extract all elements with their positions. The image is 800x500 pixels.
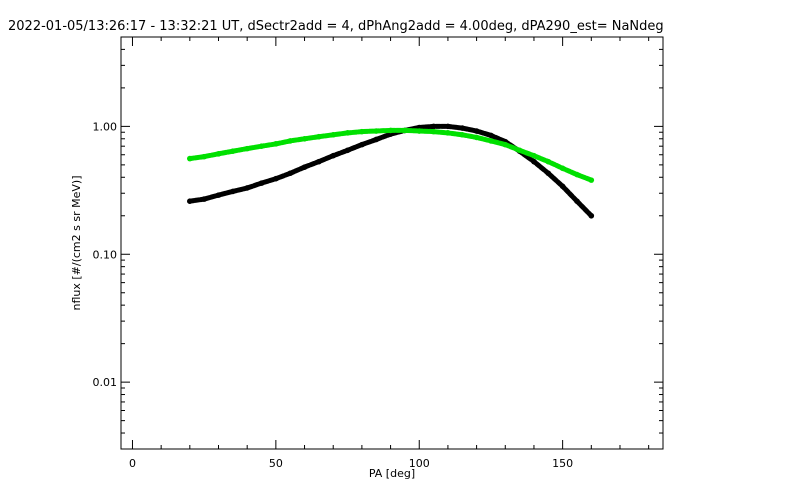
- data-point: [258, 180, 265, 186]
- data-point: [574, 171, 580, 178]
- data-point: [316, 133, 322, 140]
- x-axis-label: PA [deg]: [369, 467, 415, 480]
- data-point: [445, 130, 451, 136]
- data-point: [488, 132, 494, 139]
- y-tick-label: 1.00: [93, 120, 118, 133]
- data-series: [187, 123, 595, 219]
- data-point: [301, 164, 308, 170]
- data-point: [344, 147, 351, 154]
- data-point: [359, 141, 365, 148]
- data-point: [545, 170, 552, 177]
- data-point: [545, 158, 552, 165]
- data-point: [316, 158, 322, 165]
- data-point: [387, 127, 394, 134]
- data-point: [516, 147, 523, 154]
- data-point: [559, 183, 566, 190]
- axis-ticks: 0 50 100 150 0.01 0.10 1.00: [93, 36, 663, 470]
- data-point: [244, 145, 250, 152]
- data-point: [359, 128, 365, 135]
- data-point: [187, 198, 193, 204]
- data-point: [230, 148, 236, 154]
- data-point: [373, 136, 380, 143]
- data-point: [416, 128, 423, 134]
- plot-frame: [120, 36, 664, 450]
- data-point: [473, 134, 480, 141]
- data-point: [373, 128, 380, 134]
- data-point: [588, 212, 595, 219]
- x-tick-label: 100: [409, 457, 430, 470]
- x-tick-label: 0: [129, 457, 136, 470]
- y-tick-label: 0.01: [93, 376, 118, 389]
- data-point: [330, 152, 337, 159]
- data-point: [402, 127, 408, 134]
- data-point: [301, 135, 308, 142]
- data-point: [574, 198, 580, 204]
- x-tick-label: 50: [269, 457, 283, 470]
- data-point: [201, 196, 207, 202]
- data-point: [588, 177, 595, 183]
- data-point: [273, 141, 279, 147]
- y-tick-label: 0.10: [93, 248, 118, 261]
- data-point: [430, 128, 437, 135]
- x-tick-label: 150: [552, 457, 573, 470]
- data-point: [459, 131, 466, 138]
- data-point: [488, 138, 494, 144]
- data-point: [258, 143, 265, 149]
- data-point: [230, 188, 236, 195]
- data-point: [430, 123, 437, 130]
- data-point: [473, 128, 480, 134]
- data-point: [344, 130, 351, 136]
- data-point: [215, 192, 222, 198]
- data-point: [201, 153, 207, 160]
- data-point: [187, 155, 193, 162]
- data-point: [445, 123, 451, 130]
- data-point: [459, 125, 466, 131]
- data-point: [531, 158, 537, 165]
- data-point: [287, 138, 293, 144]
- data-point: [244, 185, 250, 191]
- data-point: [273, 175, 279, 182]
- data-point: [502, 141, 509, 148]
- data-point: [215, 151, 222, 157]
- data-point: [287, 170, 293, 177]
- data-point: [531, 152, 537, 159]
- series-1: [187, 127, 595, 183]
- chart-title: 2022-01-05/13:26:17 - 13:32:21 UT, dSect…: [8, 19, 664, 34]
- data-point: [559, 165, 566, 172]
- data-point: [330, 131, 337, 138]
- y-axis-label: nflux [#/(cm2 s sr MeV)]: [70, 176, 83, 311]
